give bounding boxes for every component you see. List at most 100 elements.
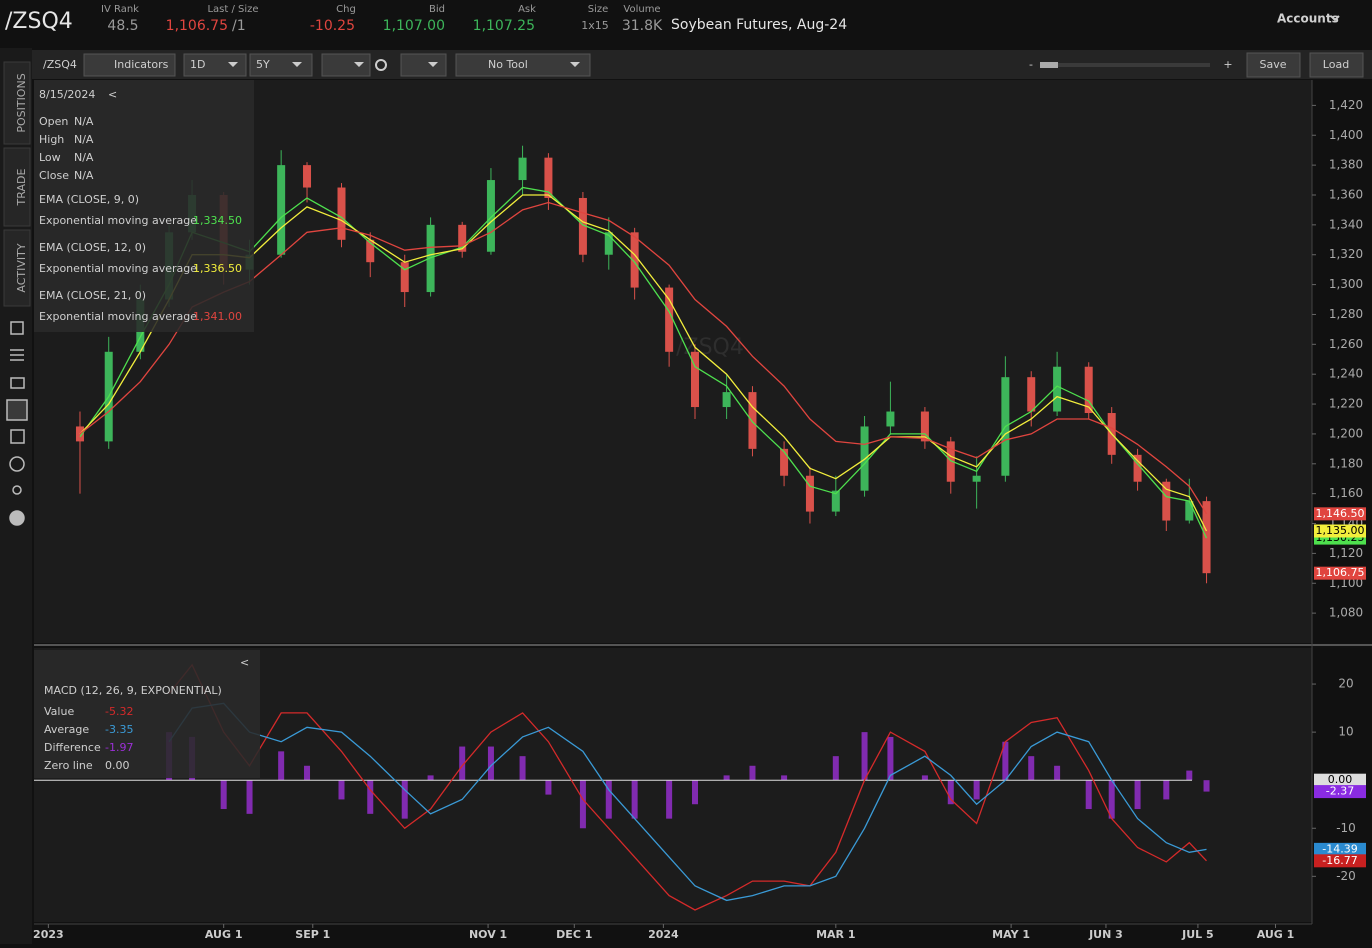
price-marker-label: 0.00	[1328, 773, 1353, 786]
candle-body	[1053, 366, 1062, 412]
histogram-bar	[338, 780, 345, 800]
accounts-menu[interactable]: Accounts	[1277, 12, 1339, 26]
zoom-handle[interactable]	[1040, 62, 1058, 68]
zoom-slider[interactable]	[1040, 63, 1210, 67]
y-tick-label: 1,120	[1329, 546, 1363, 560]
legend-entry: EMA (CLOSE, 9, 0)	[39, 193, 139, 206]
x-tick-label: 2024	[648, 928, 679, 941]
candle-body	[1162, 481, 1171, 521]
y-tick-label: 1,420	[1329, 98, 1363, 112]
icon[interactable]	[6, 399, 28, 421]
icon[interactable]	[9, 456, 25, 472]
y-tick-label: 1,260	[1329, 337, 1363, 351]
candle-body	[518, 157, 527, 181]
histogram-bar	[1203, 780, 1210, 792]
collapse[interactable]: <	[240, 656, 249, 669]
button[interactable]	[1246, 52, 1301, 78]
icon[interactable]	[10, 429, 25, 444]
legend-title: MACD (12, 26, 9, EXPONENTIAL)	[44, 684, 222, 697]
candle-body	[366, 239, 375, 263]
histogram-bar	[459, 746, 466, 781]
tab[interactable]	[3, 229, 31, 307]
dropdown[interactable]	[455, 53, 591, 77]
candle-body	[1084, 366, 1093, 414]
crosshair[interactable]	[400, 53, 447, 77]
tab[interactable]	[3, 147, 31, 227]
x-tick-label: SEP 1	[295, 928, 330, 941]
candle-body	[75, 426, 84, 442]
y-tick-label: 1,360	[1329, 187, 1363, 201]
settings[interactable]	[375, 59, 387, 71]
description: Soybean Futures, Aug-24	[671, 17, 847, 33]
x-tick-label: JUN 3	[1088, 928, 1123, 941]
legend-value: 1,334.50	[193, 214, 242, 227]
candle-body	[544, 157, 553, 198]
button-label[interactable]: Load	[1323, 58, 1349, 71]
histogram-bar	[246, 780, 253, 814]
value: 1,106.75	[166, 18, 228, 34]
zoom-in[interactable]: +	[1223, 58, 1232, 71]
price-marker	[1314, 785, 1366, 799]
legend-entry: Difference	[44, 741, 101, 754]
price-marker-label: 1,135.00	[1316, 524, 1365, 537]
label: Chg	[336, 4, 356, 15]
x-tick-label: MAR 1	[816, 928, 855, 941]
sidebar-icons	[6, 321, 28, 526]
histogram-bar	[749, 765, 756, 781]
histogram-bar	[921, 775, 928, 781]
dropdown[interactable]	[249, 53, 313, 77]
icon[interactable]	[10, 321, 24, 335]
y-tick-label: 1,180	[1329, 456, 1363, 470]
symbol: /ZSQ4	[5, 9, 73, 34]
histogram-bar	[723, 775, 730, 781]
histogram-bar	[1163, 780, 1170, 800]
price-marker-label: -2.37	[1326, 785, 1354, 798]
dropdown-label[interactable]: No Tool	[488, 58, 528, 71]
histogram-bar	[781, 775, 788, 781]
dropdown[interactable]	[183, 53, 247, 77]
y-tick-label: -20	[1336, 869, 1356, 883]
histogram-bar	[1085, 780, 1092, 810]
y-tick-label: -10	[1336, 821, 1356, 835]
candle-body	[805, 475, 814, 512]
zoom-out[interactable]: -	[1029, 58, 1033, 71]
y-tick-label: 1,380	[1329, 158, 1363, 172]
icon[interactable]	[10, 377, 25, 389]
tab-label[interactable]: POSITIONS	[15, 73, 28, 132]
button[interactable]	[83, 53, 176, 77]
button[interactable]	[1309, 52, 1364, 78]
candle-body	[630, 232, 639, 288]
legend-value: -3.35	[105, 723, 133, 736]
tab-label[interactable]: TRADE	[15, 169, 28, 207]
collapse[interactable]: <	[108, 88, 117, 101]
button-label[interactable]: Save	[1259, 58, 1286, 71]
tab[interactable]	[3, 61, 31, 145]
dropdown-label[interactable]: 1D	[190, 58, 205, 71]
button-label[interactable]: Indicators	[114, 58, 169, 71]
candle-body	[690, 351, 699, 408]
legend-value: 1,341.00	[193, 310, 242, 323]
legend-entry: EMA (CLOSE, 12, 0)	[39, 241, 146, 254]
legend-entry: EMA (CLOSE, 21, 0)	[39, 289, 146, 302]
legend-value: 0.00	[105, 759, 130, 772]
ema-line	[79, 186, 1208, 539]
chart-style[interactable]	[321, 53, 371, 77]
ema-line	[79, 194, 1208, 532]
row-label: High	[39, 133, 64, 146]
histogram-bar	[691, 780, 698, 805]
tab-label[interactable]: ACTIVITY	[15, 243, 28, 292]
icon[interactable]	[12, 485, 22, 495]
icon[interactable]	[9, 510, 25, 526]
candle-body	[1133, 454, 1142, 482]
label: Ask	[518, 4, 536, 15]
candle-body	[486, 180, 495, 252]
histogram-bar	[887, 736, 894, 781]
date: 8/15/2024	[39, 88, 95, 101]
candle-body	[604, 232, 613, 255]
value: 48.5	[107, 18, 138, 34]
legend-entry: Value	[44, 705, 74, 718]
icon[interactable]	[10, 349, 24, 361]
macd-line	[168, 663, 1207, 911]
dropdown-label[interactable]: 5Y	[256, 58, 270, 71]
value: /1	[232, 18, 246, 34]
